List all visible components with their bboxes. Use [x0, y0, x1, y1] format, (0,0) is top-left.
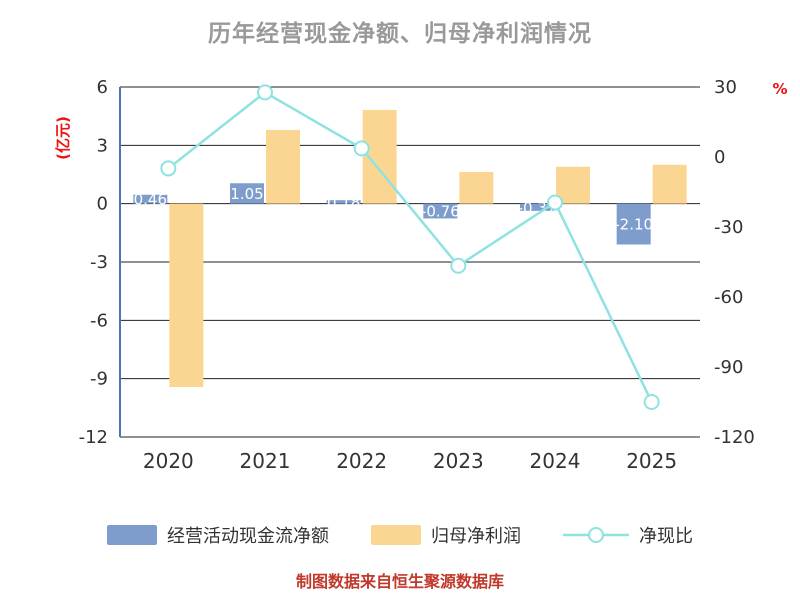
- legend: 经营活动现金流净额 归母净利润 净现比: [0, 522, 800, 548]
- x-tick-label: 2020: [143, 449, 194, 473]
- left-tick-label: 0: [97, 194, 108, 215]
- bar-value-label: -0.76: [421, 203, 460, 221]
- right-tick-label: -60: [714, 287, 743, 308]
- legend-label-profit: 归母净利润: [431, 526, 521, 547]
- legend-label-cashflow: 经营活动现金流净额: [167, 526, 329, 547]
- left-tick-label: -3: [90, 252, 108, 273]
- line-netcash-ratio: [167, 90, 653, 403]
- legend-item-ratio: 净现比: [563, 522, 693, 548]
- chart-title: 历年经营现金净额、归母净利润情况: [208, 21, 592, 47]
- cashflow-swatch-icon: [107, 525, 157, 545]
- right-tick-label: -120: [714, 427, 755, 448]
- chart-footer: 制图数据来自恒生聚源数据库: [295, 572, 504, 591]
- bar-profit: [652, 164, 687, 204]
- right-tick-label: -90: [714, 357, 743, 378]
- bar-profit: [266, 129, 300, 204]
- left-tick-label: -9: [90, 369, 108, 390]
- bar-value-label: 0.18: [327, 193, 360, 211]
- bar-cashflow: [423, 203, 458, 219]
- profit-swatch-icon: [371, 525, 421, 545]
- x-tick-label: 2025: [626, 449, 677, 473]
- x-tick-label: 2024: [530, 449, 581, 473]
- left-tick-label: -12: [79, 427, 108, 448]
- x-tick-label: 2023: [433, 449, 484, 473]
- bar-profit: [459, 171, 494, 204]
- bar-cashflow: [616, 203, 651, 245]
- line-marker-icon: [563, 527, 629, 543]
- line-marker: [353, 140, 370, 157]
- right-axis-caption: %: [772, 80, 787, 98]
- bar-profit: [556, 166, 590, 204]
- legend-item-profit: 归母净利润: [371, 522, 521, 548]
- bar-value-label: -0.37: [518, 199, 557, 217]
- legend-item-cashflow: 经营活动现金流净额: [107, 522, 329, 548]
- right-tick-label: 0: [714, 147, 725, 168]
- left-tick-label: -6: [90, 310, 108, 331]
- x-tick-label: 2021: [240, 449, 291, 473]
- bar-cashflow: [520, 203, 554, 211]
- left-tick-label: 3: [97, 135, 108, 156]
- right-tick-label: 30: [714, 77, 737, 98]
- line-marker: [547, 194, 563, 211]
- x-tick-label: 2022: [336, 449, 387, 473]
- right-tick-label: -30: [714, 217, 743, 238]
- bar-value-label: -2.10: [614, 216, 653, 234]
- bar-profit: [169, 203, 204, 388]
- legend-label-ratio: 净现比: [639, 526, 693, 547]
- bar-value-label: 1.05: [230, 185, 263, 203]
- line-marker: [160, 160, 177, 177]
- bar-value-label: 0.46: [134, 191, 167, 209]
- bar-cashflow: [133, 194, 168, 204]
- left-axis-caption: (亿元): [54, 116, 72, 160]
- line-marker: [450, 257, 467, 274]
- line-marker: [643, 394, 660, 410]
- bar-cashflow: [230, 183, 264, 204]
- bar-cashflow: [326, 200, 361, 204]
- line-marker: [257, 84, 273, 101]
- left-tick-label: 6: [97, 77, 108, 98]
